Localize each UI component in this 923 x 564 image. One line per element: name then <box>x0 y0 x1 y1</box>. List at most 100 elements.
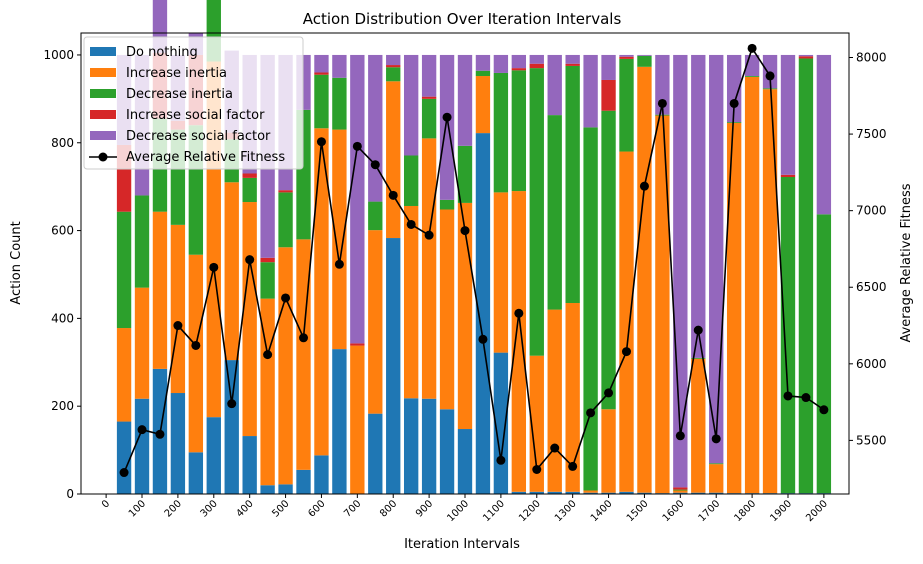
bar-segment <box>278 247 293 485</box>
y-tick-label: 0 <box>66 487 74 501</box>
bar-segment <box>619 54 634 57</box>
fitness-point <box>604 388 614 398</box>
bar-segment <box>386 81 401 239</box>
bar-segment <box>691 357 706 359</box>
bar-segment <box>278 190 293 193</box>
bar-segment <box>565 65 580 304</box>
fitness-point <box>352 141 362 151</box>
fitness-point <box>478 334 488 344</box>
bar-segment <box>565 491 580 494</box>
legend-swatch <box>90 47 116 56</box>
bar-segment <box>314 74 329 129</box>
bar-segment <box>619 151 634 492</box>
bar-segment <box>242 177 257 203</box>
x-tick-label: 300 <box>199 498 220 519</box>
legend-label: Increase inertia <box>126 66 227 81</box>
bar-segment <box>350 54 365 344</box>
fitness-line <box>119 43 829 478</box>
bar-segment <box>421 98 437 139</box>
bar-segment <box>511 70 527 192</box>
y2-tick-label: 7000 <box>856 204 887 218</box>
bar-segment <box>386 67 401 82</box>
bar-segment <box>134 195 150 288</box>
bar-segment <box>673 489 688 491</box>
fitness-point <box>209 262 219 272</box>
fitness-point <box>334 259 344 269</box>
bar-segment <box>493 72 509 193</box>
bar-segment <box>673 487 688 490</box>
bar-segment <box>134 287 150 399</box>
fitness-point <box>693 325 703 335</box>
bar-segment <box>601 54 616 80</box>
fitness-point <box>316 137 326 147</box>
bar-segment <box>116 211 132 329</box>
bar-segment <box>709 54 724 464</box>
fitness-point <box>137 425 147 435</box>
y-tick-label: 600 <box>51 224 74 238</box>
legend-marker <box>98 152 108 162</box>
bar-segment <box>583 492 598 494</box>
fitness-point <box>370 160 380 170</box>
fitness-line-path <box>123 46 825 473</box>
bar-segment <box>332 77 347 130</box>
bar-segment <box>673 490 688 493</box>
bar-segment <box>583 54 598 128</box>
bar-segment <box>242 202 257 437</box>
bar-segment <box>547 54 562 116</box>
bar-segment <box>457 145 473 203</box>
bar-segment <box>529 68 544 356</box>
bar-segment <box>583 490 598 493</box>
fitness-point <box>568 461 578 471</box>
bar-segment <box>619 491 634 494</box>
bar-segment <box>224 360 239 494</box>
bar-segment <box>403 155 419 206</box>
bar-segment <box>242 173 257 178</box>
fitness-point <box>747 43 757 53</box>
x-tick-label: 800 <box>378 498 399 519</box>
y-axis-right: 5500 6000 6500 7000 7500 8000 <box>849 51 887 447</box>
bar-segment <box>152 211 168 369</box>
legend-box <box>83 36 304 170</box>
y-axis-left: 0 200 400 600 800 1000 <box>43 48 81 501</box>
fitness-point <box>299 333 309 343</box>
bar-segment <box>278 192 293 248</box>
bar-segment <box>296 239 311 470</box>
bar-segment <box>134 398 150 494</box>
bar-segment <box>457 429 473 494</box>
y-axis-label: Action Count <box>9 221 24 304</box>
fitness-point <box>424 230 434 240</box>
bar-segment <box>386 65 401 68</box>
bar-segment <box>637 54 652 56</box>
bar-segment <box>457 54 473 146</box>
bar-segment <box>744 76 760 77</box>
bar-segment <box>368 201 383 231</box>
bar-segment <box>170 393 186 494</box>
bar-segment <box>691 358 706 493</box>
legend-label: Do nothing <box>126 45 198 60</box>
bar-segment <box>350 343 365 346</box>
fitness-point <box>496 455 506 465</box>
bar-segment <box>655 54 670 115</box>
bar-segment <box>709 464 724 493</box>
fitness-point <box>388 190 398 200</box>
bar-segment <box>511 491 527 494</box>
bar-segment <box>475 54 491 71</box>
bar-segment <box>314 54 329 73</box>
bar-segment <box>242 436 257 494</box>
fitness-point <box>155 429 165 439</box>
x-axis: 0 100 200 300 400 500 600 700 800 900 1000 1100 1200… <box>100 494 830 524</box>
bar-segment <box>511 54 527 69</box>
bar-segment <box>565 303 580 492</box>
x-tick-label: 100 <box>127 498 148 519</box>
bar-segment <box>278 484 293 494</box>
bar-segment <box>547 491 562 494</box>
fitness-point <box>639 181 649 191</box>
bar-segment <box>421 54 437 97</box>
y2-axis-label: Average Relative Fitness <box>899 183 914 342</box>
bar-segment <box>529 491 544 494</box>
bar-segment <box>260 262 275 299</box>
bar-segment <box>511 191 527 492</box>
bar-segment <box>386 54 401 66</box>
bar-segment <box>744 76 760 494</box>
bar-segment <box>529 63 544 69</box>
